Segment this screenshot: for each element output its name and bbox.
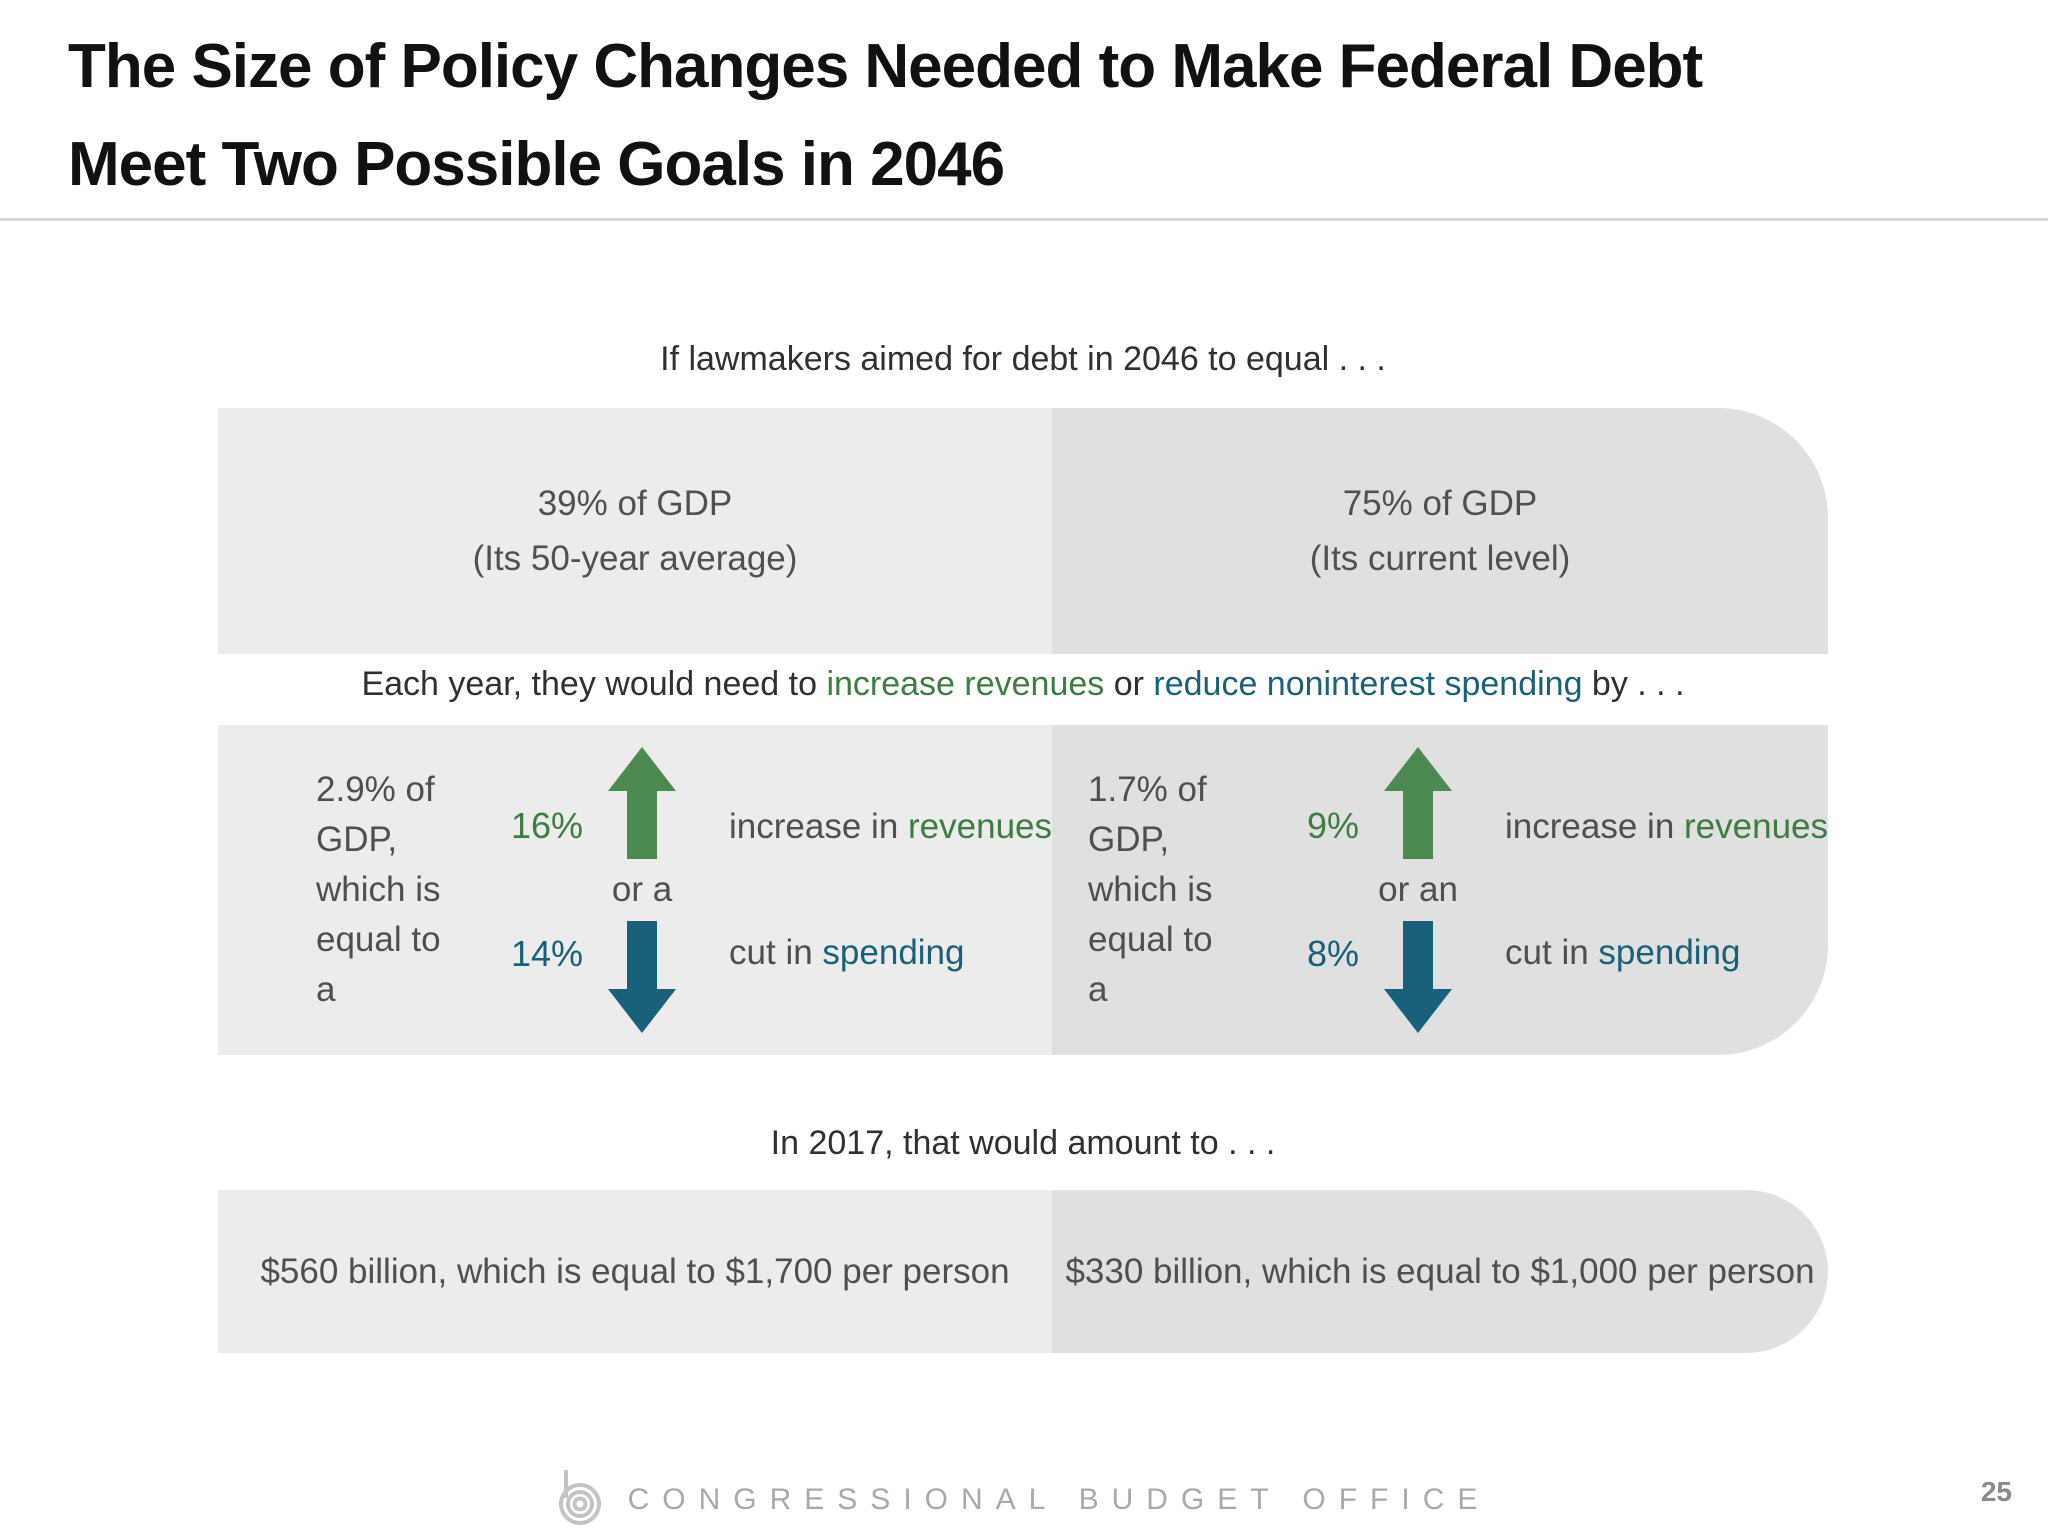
revenue-increase-row-right: 9% increase in revenues: [1231, 747, 1828, 859]
gdp-equivalent-left-line2: which is equal to a: [316, 870, 441, 1009]
goal-box-75pct: 75% of GDP (Its current level): [1052, 408, 1828, 654]
each-year-increase-revenues: increase revenues: [826, 665, 1105, 703]
goal-box-39pct: 39% of GDP (Its 50-year average): [218, 408, 1052, 654]
spending-label-right-prefix: cut in: [1505, 933, 1599, 972]
revenue-label-left: increase in revenues: [701, 807, 1052, 859]
or-label-right: or an: [1378, 870, 1458, 909]
gdp-equivalent-left: 2.9% of GDP, which is equal to a: [316, 765, 455, 1015]
each-year-prompt: Each year, they would need to increase r…: [218, 665, 1828, 704]
amount-boxes-row: $560 billion, which is equal to $1,700 p…: [218, 1190, 1828, 1353]
change-box-75pct: 1.7% of GDP, which is equal to a 9% incr…: [1052, 725, 1828, 1055]
gdp-equivalent-right-line1: 1.7% of GDP,: [1088, 770, 1207, 859]
down-arrow-icon: [583, 921, 701, 1033]
goal-box-39pct-line1: 39% of GDP: [537, 484, 733, 523]
amount-right: $330 billion, which is equal to $1,000 p…: [1065, 1251, 1815, 1291]
gdp-equivalent-right-line2: which is equal to a: [1088, 870, 1213, 1009]
spending-cut-row-right: 8% cut in spending: [1231, 921, 1828, 1033]
spending-label-right: cut in spending: [1477, 921, 1740, 973]
goal-box-39pct-line2: (Its 50-year average): [472, 539, 798, 578]
revenue-increase-row-left: 16% increase in revenues: [455, 747, 1052, 859]
or-row-left: or a: [455, 861, 1052, 919]
page-number: 25: [1980, 1476, 2012, 1507]
revenue-pct-right: 9%: [1307, 805, 1360, 846]
up-arrow-icon: [1359, 747, 1477, 859]
each-year-or: or: [1104, 665, 1154, 703]
spending-label-left-word: spending: [822, 933, 965, 972]
revenue-label-right-word: revenues: [1684, 807, 1828, 846]
spending-label-left: cut in spending: [701, 921, 964, 973]
gdp-equivalent-right: 1.7% of GDP, which is equal to a: [1088, 765, 1231, 1015]
spending-cut-row-left: 14% cut in spending: [455, 921, 1052, 1033]
goal-box-75pct-line1: 75% of GDP: [1342, 484, 1538, 523]
slide-title-line1: The Size of Policy Changes Needed to Mak…: [68, 32, 1703, 101]
slide-title: The Size of Policy Changes Needed to Mak…: [68, 18, 1998, 214]
amount-left: $560 billion, which is equal to $1,700 p…: [260, 1251, 1010, 1291]
revenue-pct-left: 16%: [510, 805, 584, 846]
in-2017-prompt: In 2017, that would amount to . . .: [770, 1124, 1276, 1162]
spending-pct-left: 14%: [510, 933, 584, 974]
revenue-label-left-word: revenues: [908, 807, 1052, 846]
or-row-right: or an: [1231, 861, 1828, 919]
down-arrow-icon: [1359, 921, 1477, 1033]
change-boxes-row: 2.9% of GDP, which is equal to a 16% inc…: [218, 725, 1828, 1055]
slide-title-line2: Meet Two Possible Goals in 2046: [68, 130, 1005, 199]
each-year-suffix: by . . .: [1582, 665, 1685, 703]
each-year-reduce-spending: reduce noninterest spending: [1153, 665, 1583, 703]
cbo-logo-icon: [558, 1468, 602, 1531]
amount-box-left: $560 billion, which is equal to $1,700 p…: [218, 1190, 1052, 1353]
revenue-label-left-prefix: increase in: [729, 807, 909, 846]
change-box-39pct: 2.9% of GDP, which is equal to a 16% inc…: [218, 725, 1052, 1055]
each-year-prefix: Each year, they would need to: [361, 665, 827, 703]
footer-org-name: CONGRESSIONAL BUDGET OFFICE: [627, 1482, 1491, 1516]
goal-prompt: If lawmakers aimed for debt in 2046 to e…: [660, 340, 1386, 378]
spending-pct-right: 8%: [1307, 933, 1360, 974]
footer: CONGRESSIONAL BUDGET OFFICE: [0, 1468, 2048, 1531]
amount-box-right: $330 billion, which is equal to $1,000 p…: [1052, 1190, 1828, 1353]
title-divider: [0, 218, 2048, 221]
spending-label-left-prefix: cut in: [729, 933, 823, 972]
goal-boxes-row: 39% of GDP (Its 50-year average) 75% of …: [218, 408, 1828, 654]
spending-label-right-word: spending: [1598, 933, 1741, 972]
revenue-label-right: increase in revenues: [1477, 807, 1828, 859]
revenue-label-right-prefix: increase in: [1505, 807, 1685, 846]
or-label-left: or a: [611, 870, 673, 909]
goal-box-75pct-line2: (Its current level): [1309, 539, 1571, 578]
gdp-equivalent-left-line1: 2.9% of GDP,: [316, 770, 435, 859]
up-arrow-icon: [583, 747, 701, 859]
change-cluster-left: 16% increase in revenues or a 14% cut in…: [455, 747, 1052, 1033]
change-cluster-right: 9% increase in revenues or an 8% cut in …: [1231, 747, 1828, 1033]
